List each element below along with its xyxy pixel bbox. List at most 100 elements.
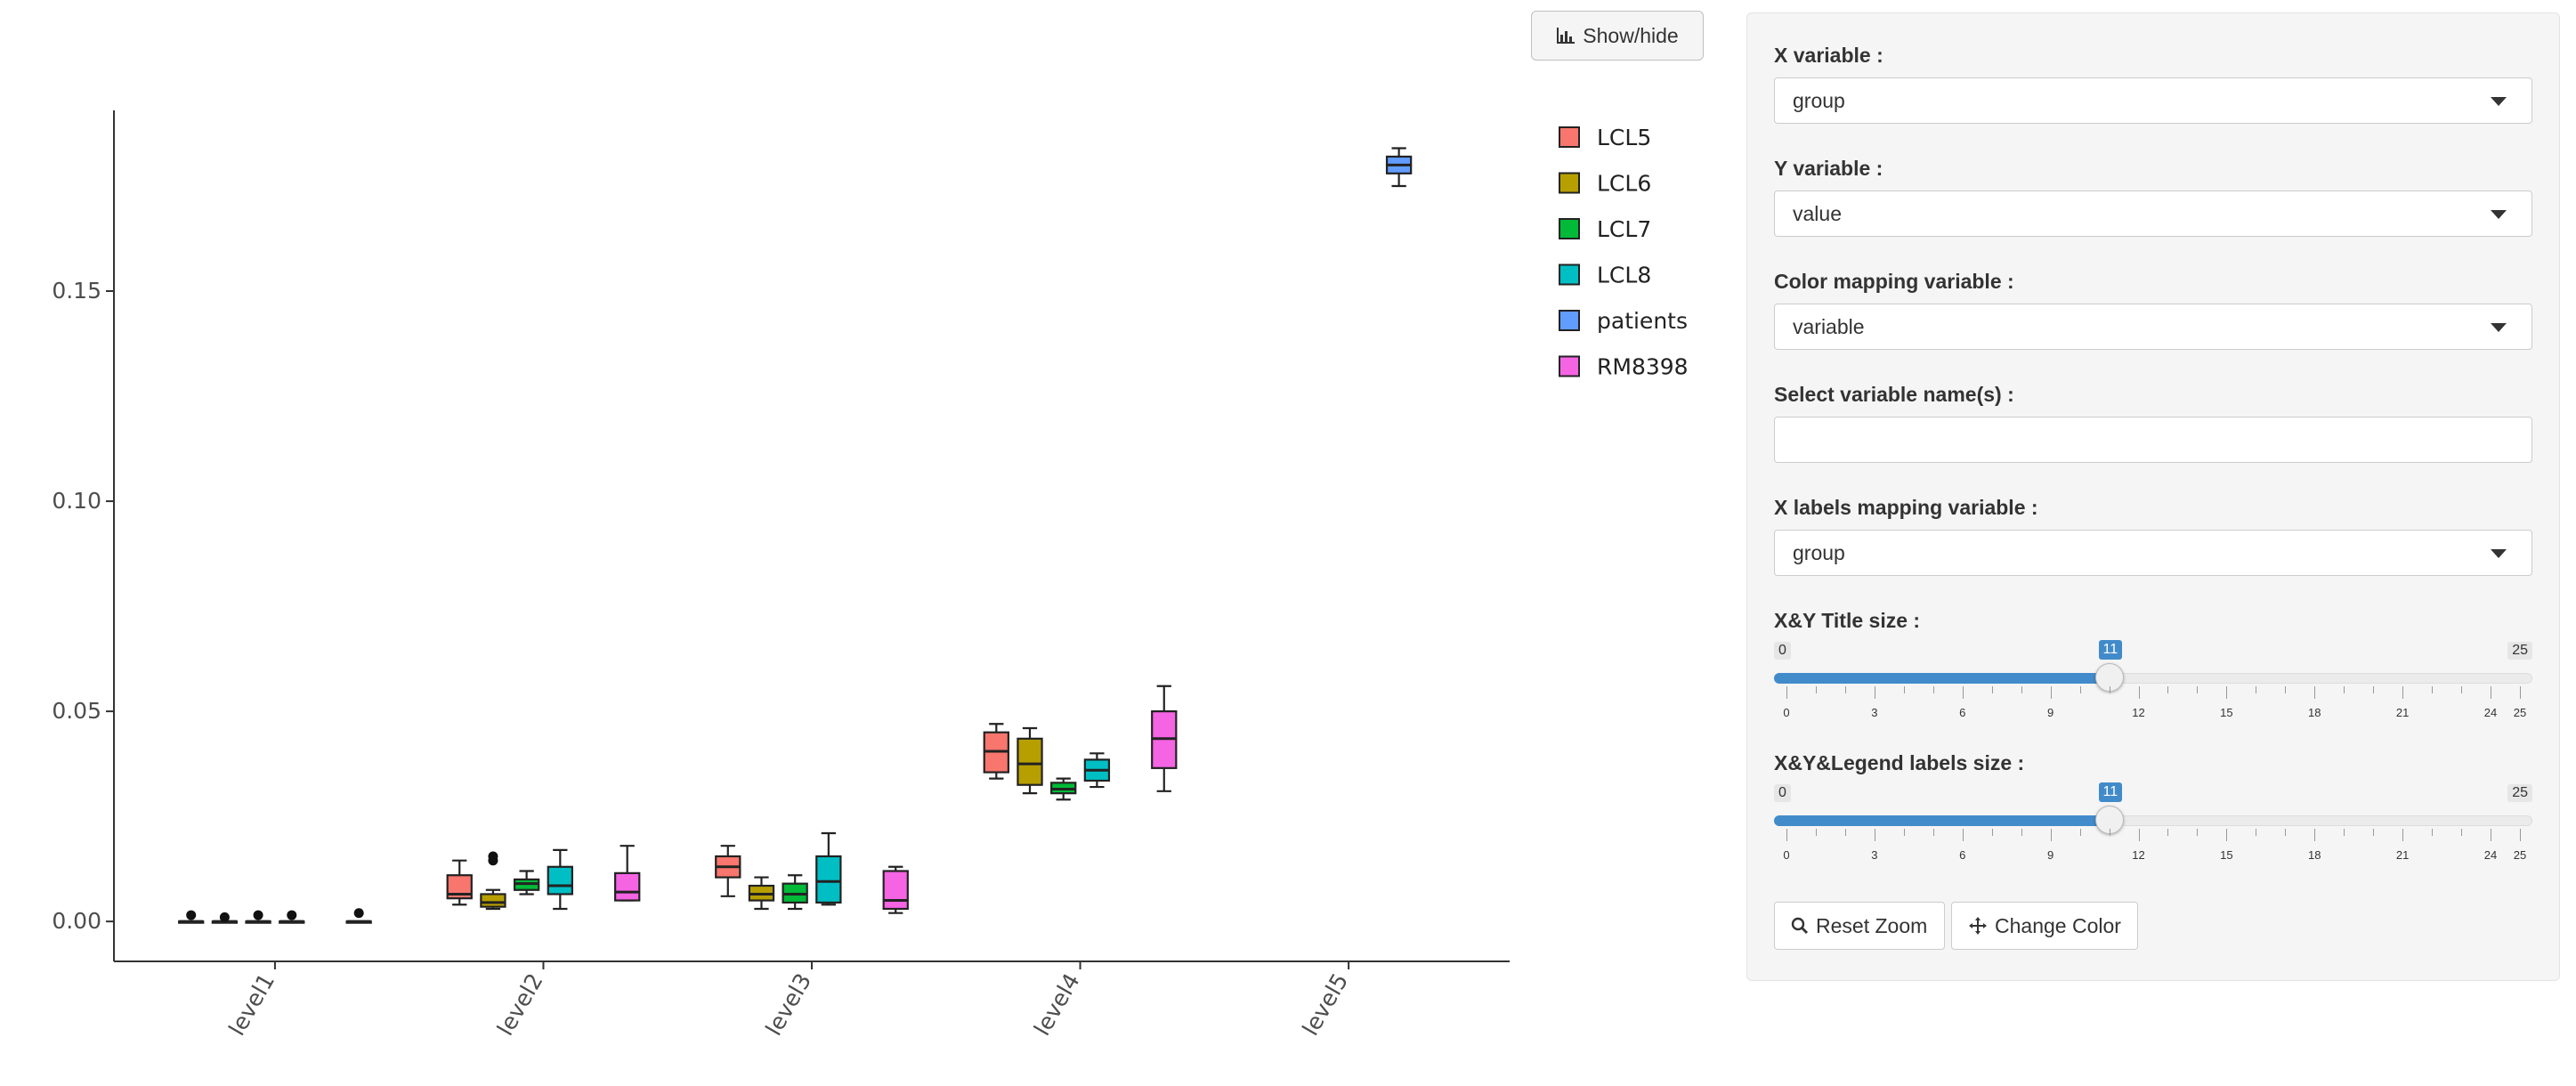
- title-size-slider[interactable]: 0 25 11 0 3 6 9 12 15 18 21 24 25: [1774, 640, 2532, 722]
- reset-zoom-button[interactable]: Reset Zoom: [1774, 902, 1945, 950]
- slider-tick: [2079, 829, 2081, 836]
- slider-tick: [2432, 686, 2434, 693]
- xlabels-variable-value: group: [1793, 540, 1845, 564]
- legend-swatch: [1559, 172, 1580, 194]
- slider-tick: [1903, 829, 1905, 836]
- slider-min-label: 0: [1774, 642, 1791, 660]
- slider-tick-label: 12: [2132, 848, 2145, 862]
- slider-tick: [2197, 686, 2199, 693]
- slider-tick-label: 15: [2220, 706, 2233, 719]
- slider-tick: [2373, 829, 2375, 836]
- y-axis: 0.00 0.05 0.10 0.15: [52, 110, 115, 961]
- legend-label: patients: [1597, 308, 1688, 334]
- chevron-down-icon: [2491, 97, 2507, 106]
- legend-swatch: [1559, 126, 1580, 148]
- x-tick-label: level5: [1297, 969, 1353, 1041]
- legend-item-RM8398: RM8398: [1559, 354, 1689, 380]
- box-LCL6-level3: [748, 876, 775, 911]
- legend-item-LCL5: LCL5: [1559, 125, 1651, 150]
- box-LCL8-level3: [815, 831, 842, 906]
- box-RM8398-level3: [882, 865, 909, 914]
- slider-tick: [2285, 829, 2287, 836]
- change-color-button[interactable]: Change Color: [1951, 902, 2138, 950]
- legend-swatch: [1559, 263, 1580, 286]
- slider-tick-label: 9: [2047, 848, 2054, 862]
- slider-tick: [2402, 829, 2404, 841]
- slider-tick: [2050, 686, 2052, 699]
- slider-tick: [1932, 829, 1934, 836]
- box-iqr: [614, 871, 641, 902]
- slider-tick-label: 3: [1871, 706, 1878, 719]
- y-tick-label: 0.05: [52, 698, 101, 724]
- slider-tick: [2461, 829, 2463, 836]
- box-iqr: [1017, 737, 1043, 786]
- x-variable-label: X variable :: [1774, 44, 1883, 67]
- slider-tick: [2432, 829, 2434, 836]
- slider-min-label: 0: [1774, 784, 1791, 802]
- slider-fill: [1774, 815, 2110, 826]
- title-size-label: X&Y Title size :: [1774, 609, 1921, 632]
- box-LCL7-level3: [782, 874, 808, 911]
- box-LCL8-level2: [547, 848, 573, 911]
- y-variable-label: Y variable :: [1774, 157, 1883, 180]
- slider-tick: [1991, 686, 1993, 693]
- legend-label: LCL5: [1597, 125, 1651, 150]
- slider-value-badge: 11: [2098, 640, 2123, 660]
- legend-item-LCL7: LCL7: [1559, 216, 1651, 242]
- slider-tick: [2344, 686, 2345, 693]
- series-LCL7: [245, 777, 1077, 924]
- change-color-label: Change Color: [1995, 913, 2121, 937]
- slider-tick-label: 24: [2483, 848, 2498, 862]
- labels-size-slider[interactable]: 0 25 11 0 3 6 9 12 15 18 21 24 25: [1774, 782, 2532, 864]
- outlier-point: [353, 908, 364, 919]
- slider-tick: [1844, 829, 1846, 836]
- slider-tick: [2314, 686, 2316, 699]
- color-variable-label: Color mapping variable :: [1774, 270, 2014, 293]
- slider-max-label: 25: [2507, 642, 2532, 660]
- x-variable-select[interactable]: group: [1774, 77, 2532, 124]
- labels-size-label: X&Y&Legend labels size :: [1774, 751, 2025, 774]
- slider-tick: [1844, 686, 1846, 693]
- move-arrows-icon: [1969, 917, 1987, 935]
- x-axis: level1 level2 level3 level4 level5: [114, 960, 1510, 1041]
- slider-tick: [2520, 686, 2521, 699]
- box-LCL6-level4: [1017, 726, 1043, 795]
- legend-swatch: [1559, 310, 1580, 331]
- x-variable-value: group: [1793, 88, 1845, 112]
- x-tick-label: level4: [1029, 969, 1085, 1041]
- slider-tick: [1932, 686, 1934, 693]
- xlabels-variable-select[interactable]: group: [1774, 530, 2532, 576]
- select-names-input[interactable]: [1774, 417, 2532, 463]
- slider-tick-label: 0: [1783, 706, 1790, 719]
- box-LCL8-level4: [1083, 752, 1111, 789]
- box-LCL7-level1: [245, 910, 271, 924]
- x-tick-label: level1: [223, 969, 279, 1041]
- box-LCL5-level4: [983, 723, 1009, 780]
- outlier-point: [253, 910, 263, 920]
- legend-item-LCL6: LCL6: [1559, 171, 1651, 197]
- series-patients: [1385, 147, 1413, 188]
- xlabels-variable-label: X labels mapping variable :: [1774, 496, 2038, 519]
- show-hide-button[interactable]: Show/hide: [1531, 11, 1704, 61]
- slider-tick-label: 0: [1783, 848, 1790, 862]
- slider-tick: [1903, 686, 1905, 693]
- slider-tick: [2285, 686, 2287, 693]
- reset-zoom-label: Reset Zoom: [1816, 913, 1928, 937]
- legend-item-LCL8: LCL8: [1559, 263, 1651, 288]
- legend-item-patients: patients: [1559, 308, 1688, 334]
- box-patients-level5: [1385, 147, 1413, 188]
- chevron-down-icon: [2491, 210, 2507, 219]
- slider-tick-label: 12: [2132, 706, 2145, 719]
- slider-tick: [2138, 686, 2140, 699]
- color-variable-select[interactable]: variable: [1774, 304, 2532, 350]
- box-RM8398-level1: [345, 908, 372, 924]
- y-variable-select[interactable]: value: [1774, 190, 2532, 237]
- slider-tick: [2226, 829, 2228, 841]
- slider-tick-label: 18: [2308, 706, 2321, 719]
- series-LCL5: [178, 723, 1009, 924]
- slider-tick: [2402, 686, 2404, 699]
- x-tick-label: level3: [760, 969, 816, 1041]
- slider-tick: [1786, 829, 1787, 841]
- box-RM8398-level2: [614, 845, 641, 902]
- slider-tick-label: 6: [1959, 706, 1966, 719]
